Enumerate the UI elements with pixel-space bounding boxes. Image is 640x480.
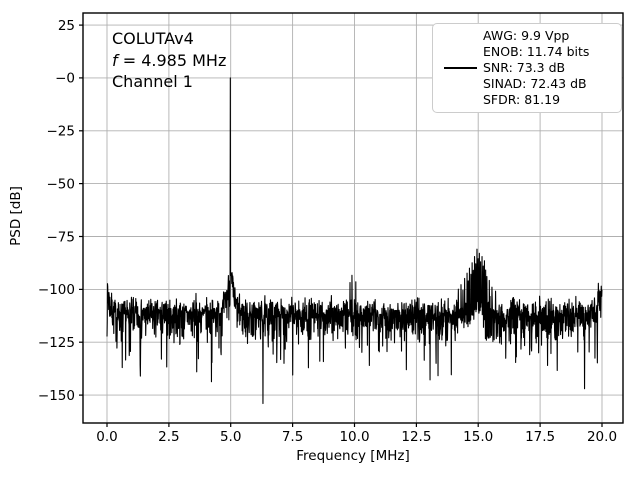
y-tick-label: −150 [38, 388, 75, 404]
annotation-frequency: f = 4.985 MHz [112, 50, 226, 72]
annotation-device: COLUTAv4 [112, 29, 194, 48]
y-tick-label: −75 [47, 229, 76, 245]
x-tick-label: 7.5 [282, 429, 303, 445]
legend-line-key-icon [444, 67, 477, 69]
y-tick-label: −100 [38, 282, 75, 298]
annotation-block: COLUTAv4 f = 4.985 MHz Channel 1 [112, 28, 226, 93]
legend-entry-snr: SNR: 73.3 dB [483, 60, 566, 75]
legend-box: AWG: 9.9 Vpp ENOB: 11.74 bits SNR: 73.3 … [432, 23, 622, 113]
tick-marks [79, 24, 603, 427]
legend-entries: AWG: 9.9 Vpp ENOB: 11.74 bits SNR: 73.3 … [483, 28, 621, 108]
legend-entry-sinad: SINAD: 72.43 dB [483, 76, 587, 91]
x-tick-label: 10.0 [339, 429, 369, 445]
x-tick-label: 15.0 [463, 429, 493, 445]
x-tick-label: 12.5 [401, 429, 431, 445]
legend-entry-enob: ENOB: 11.74 bits [483, 44, 590, 59]
x-tick-label: 2.5 [158, 429, 179, 445]
y-axis-label: PSD [dB] [8, 186, 24, 246]
y-tick-label: 25 [58, 18, 75, 34]
psd-trace [106, 77, 603, 405]
y-tick-label: −50 [47, 176, 76, 192]
y-tick-label: −0 [55, 71, 75, 87]
annotation-freq-symbol: f [112, 50, 118, 70]
grid [83, 13, 623, 423]
legend-entry-awg: AWG: 9.9 Vpp [483, 28, 570, 43]
x-tick-label: 20.0 [587, 429, 617, 445]
x-tick-label: 0.0 [96, 429, 117, 445]
x-axis-label: Frequency [MHz] [296, 448, 410, 464]
axes-border [82, 12, 624, 424]
annotation-freq-value: = 4.985 MHz [117, 50, 227, 70]
annotation-channel: Channel 1 [112, 72, 193, 91]
y-tick-label: −25 [47, 124, 76, 140]
x-tick-label: 17.5 [525, 429, 555, 445]
legend-entry-sfdr: SFDR: 81.19 [483, 92, 561, 107]
y-tick-label: −125 [38, 335, 75, 351]
tick-labels: 0.0 2.5 5.0 7.5 10.0 12.5 15.0 17.5 20.0 25 −0 −25 −… [38, 18, 617, 445]
x-tick-label: 5.0 [220, 429, 241, 445]
